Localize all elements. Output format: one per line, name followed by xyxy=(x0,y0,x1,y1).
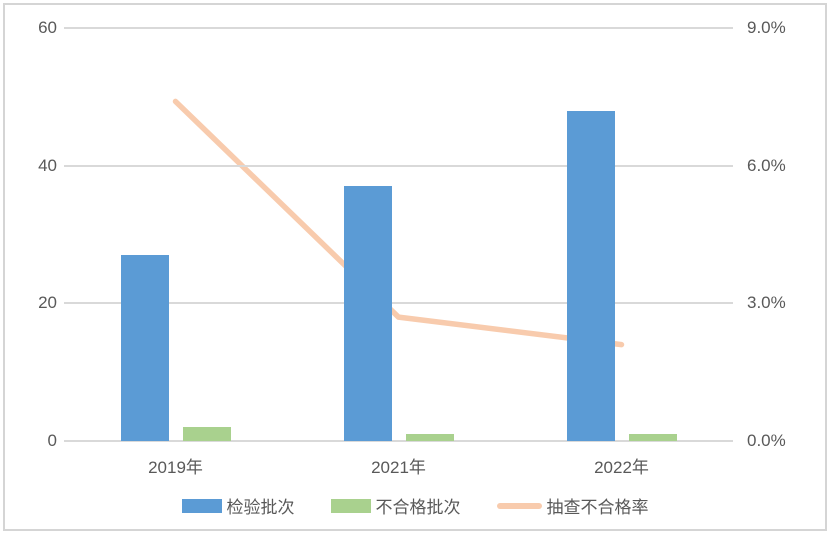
legend-label: 抽查不合格率 xyxy=(546,498,649,517)
gridline xyxy=(64,164,733,167)
left-axis: 0 20 40 60 xyxy=(15,18,57,450)
legend-item-0: 检验批次 xyxy=(181,493,295,518)
left-axis-tick-label: 20 xyxy=(38,293,57,313)
right-axis-tick-label: 3.0% xyxy=(747,293,786,313)
bar-series-0-category-2 xyxy=(566,110,615,441)
legend-item-2: 抽查不合格率 xyxy=(496,493,649,518)
plot-area xyxy=(64,27,733,442)
right-axis-tick-label: 6.0% xyxy=(747,155,786,175)
right-axis-tick-label: 9.0% xyxy=(747,18,786,37)
gridline xyxy=(64,440,733,442)
chart-frame: 0 20 40 60 0.0% 3.0% 6.0% 9.0% 2019年 2021年 2022年… xyxy=(3,3,827,531)
x-axis-category-label: 2019年 xyxy=(148,458,203,477)
legend-label: 不合格批次 xyxy=(375,498,461,517)
rate-line-svg xyxy=(172,98,625,348)
left-axis-tick-label: 40 xyxy=(38,155,57,175)
gridline xyxy=(64,302,733,305)
x-axis: 2019年 2021年 2022年 xyxy=(64,453,733,477)
x-axis-category-label: 2021年 xyxy=(371,458,426,477)
legend-bar-swatch-icon xyxy=(181,498,222,513)
legend: 检验批次 不合格批次 抽查不合格率 xyxy=(5,493,825,518)
bar-series-0-category-1 xyxy=(343,186,392,441)
bar-series-1-category-1 xyxy=(405,434,454,441)
legend-item-1: 不合格批次 xyxy=(330,493,461,518)
x-axis-category-label: 2022年 xyxy=(594,458,649,477)
rate-line xyxy=(172,98,625,348)
bar-series-0-category-0 xyxy=(120,255,169,441)
bar-series-1-category-0 xyxy=(182,427,231,441)
legend-bar-swatch-icon xyxy=(330,498,371,513)
left-axis-tick-label: 0 xyxy=(47,431,57,450)
legend-label: 检验批次 xyxy=(226,498,295,517)
right-axis: 0.0% 3.0% 6.0% 9.0% xyxy=(747,18,817,450)
left-axis-tick-label: 60 xyxy=(38,18,57,37)
bar-series-1-category-2 xyxy=(628,434,677,441)
right-axis-tick-label: 0.0% xyxy=(747,431,786,450)
legend-line-swatch-icon xyxy=(496,502,542,509)
gridline xyxy=(64,27,733,29)
